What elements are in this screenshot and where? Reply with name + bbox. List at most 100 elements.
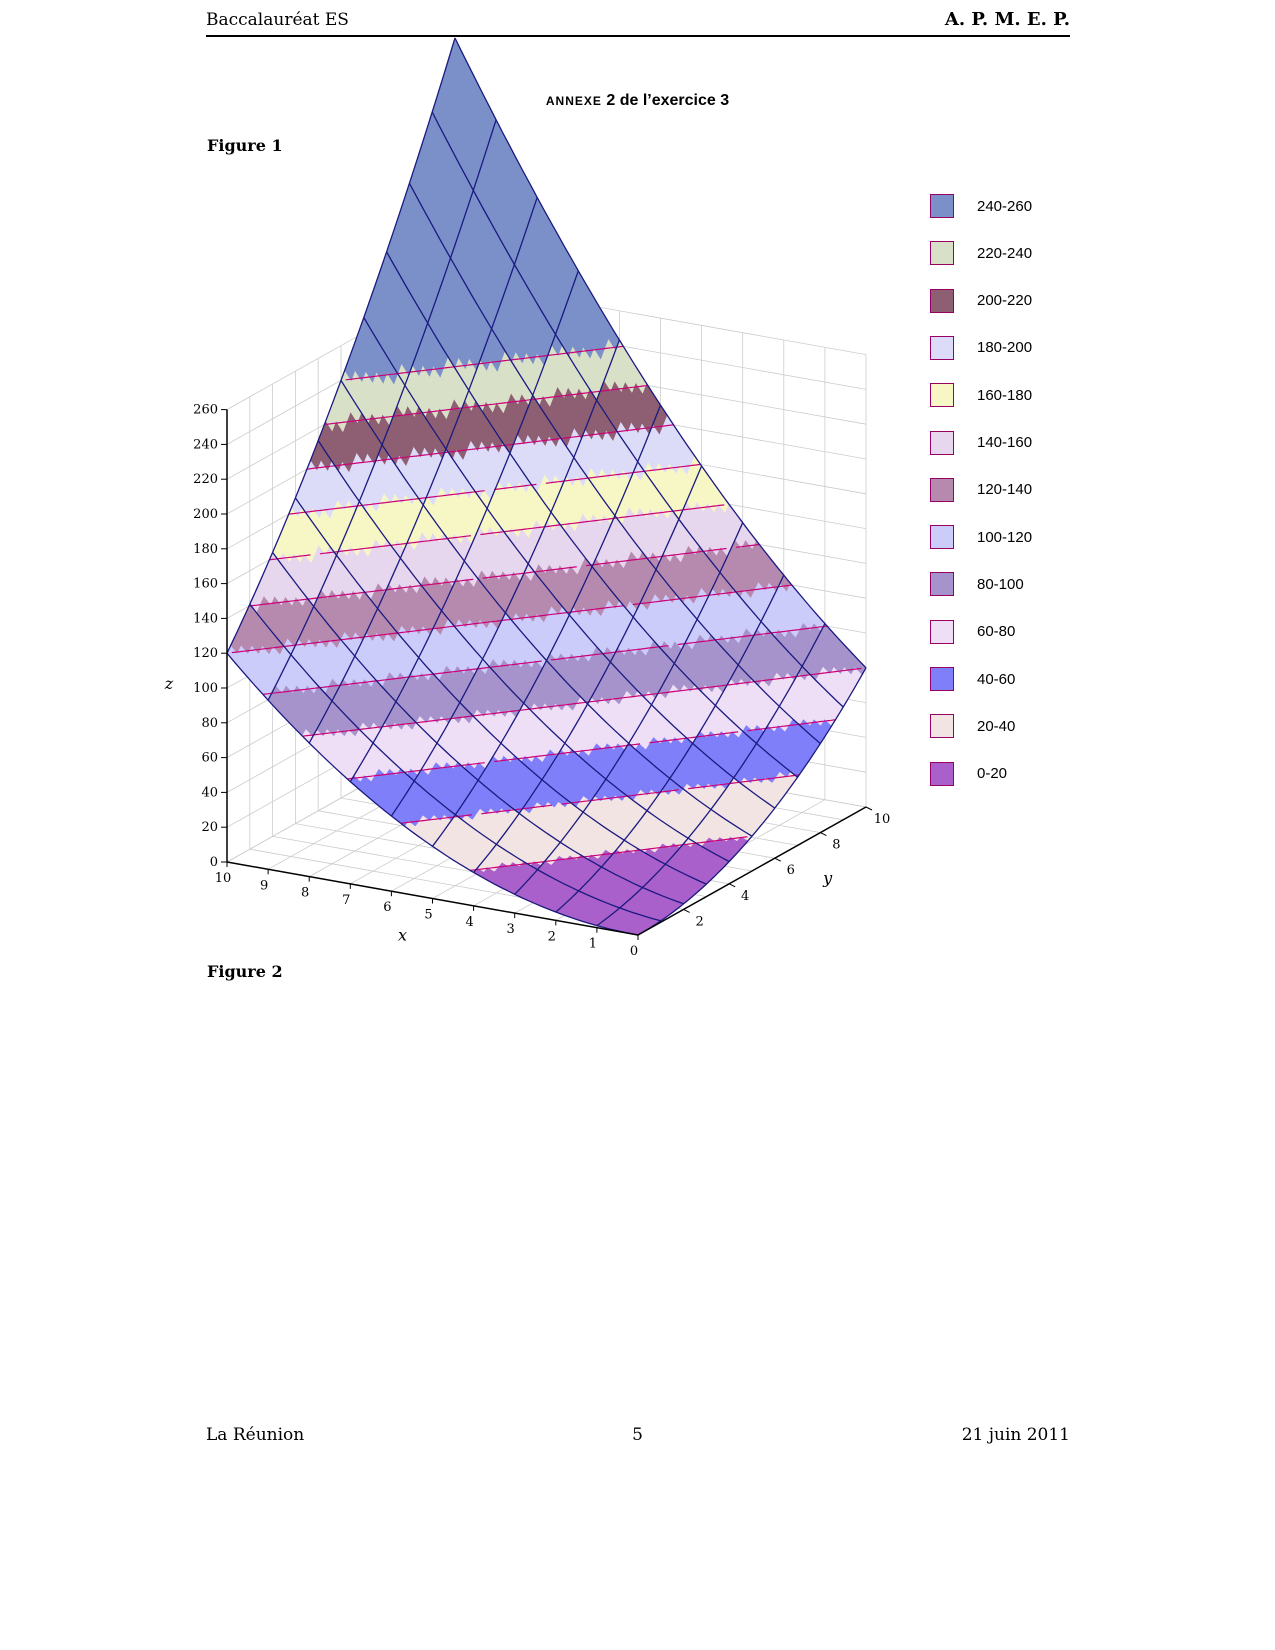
mesh-line-y [363,317,776,809]
x-tick-label: 0 [630,944,638,959]
tick-mark [683,908,690,913]
y-axis-line [637,806,867,936]
x-tick-label: 5 [424,908,432,923]
figure1-label: Figure 1 [207,136,283,155]
legend-label: 20-40 [977,717,1016,735]
mesh-line-y [386,251,798,778]
legend-label: 60-80 [977,623,1016,641]
x-tick-label: 8 [301,886,309,901]
legend-label: 180-200 [977,339,1033,357]
legend-swatch [930,761,954,786]
x-tick-label: 2 [548,929,556,944]
legend-label: 40-60 [977,670,1016,688]
legend-item: 180-200 [930,335,1032,361]
legend-item: 20-40 [930,713,1015,739]
contour-line [302,667,862,737]
mesh-line-y [408,182,821,744]
page-number: 5 [632,1425,643,1445]
z-tick-label: 0 [210,855,218,870]
y-tick-label: 6 [787,863,795,878]
z-tick-label: 100 [193,681,218,696]
legend-swatch [930,525,954,550]
y-tick-label: 4 [741,889,749,904]
z-axis-label: z [164,674,174,693]
legend-swatch [930,430,954,455]
legend-label: 140-160 [977,434,1033,451]
z-tick-label: 200 [193,507,218,522]
x-tick-label: 4 [465,915,473,930]
header-rule [206,35,1070,37]
chart-surface [226,37,867,936]
tick-mark [865,806,873,811]
surface-chart: 0123456789102468100204060801001201401601… [164,37,891,959]
z-tick-label: 20 [201,820,218,835]
legend-item: 40-60 [930,666,1015,692]
x-tick-label: 1 [589,937,597,952]
legend-item: 140-160 [930,430,1032,456]
tick-mark [774,857,782,862]
x-tick-label: 7 [342,893,350,908]
legend-item: 160-180 [930,382,1032,408]
mesh-line-x [390,339,621,817]
y-tick-label: 8 [832,838,840,853]
contour-line [470,836,748,871]
annex-smallcaps: ANNEXE [545,94,602,108]
legend-item: 100-120 [930,524,1032,550]
legend-swatch [930,714,954,739]
z-tick-label: 40 [201,785,218,800]
legend-swatch [930,477,954,502]
legend-swatch [930,667,954,691]
z-tick-label: 240 [193,437,218,452]
x-tick-label: 10 [215,871,232,886]
annex-rest: 2 de l’exercice 3 [601,92,730,109]
legend-swatch [930,241,954,266]
legend-label: 0-20 [977,765,1008,783]
legend-item: 220-240 [930,240,1032,266]
legend-label: 240-260 [977,197,1033,215]
z-tick-label: 140 [193,611,218,626]
legend-item: 80-100 [930,571,1024,597]
legend-swatch [930,572,954,597]
y-tick-label: 10 [874,812,891,827]
legend-item: 120-140 [930,477,1032,503]
z-tick-label: 60 [201,751,218,766]
mesh-line-x [308,197,538,744]
legend-item: 0-20 [930,761,1007,787]
tick-mark [728,883,736,888]
legend-item: 60-80 [930,619,1015,645]
mesh-line-x [226,37,456,654]
legend-label: 120-140 [977,481,1033,499]
legend-label: 220-240 [977,244,1033,262]
legend-swatch [930,288,954,313]
header-left: Baccalauréat ES [206,10,349,30]
legend-item: 240-260 [930,193,1032,219]
contour-line [324,384,648,426]
mesh-line-y [454,37,867,669]
legend-label: 80-100 [977,575,1024,593]
legend-swatch [930,383,954,408]
legend-label: 100-120 [977,528,1033,546]
figure2-label: Figure 2 [207,962,283,981]
legend-label: 160-180 [977,386,1033,404]
legend-swatch [930,194,954,218]
mesh-line-y [340,380,753,837]
mesh-line-x [349,270,579,782]
legend-swatch [930,619,954,644]
footer-left: La Réunion [206,1425,305,1445]
z-tick-label: 80 [201,716,218,731]
z-tick-label: 260 [193,403,218,418]
legend-swatch [930,335,954,360]
x-tick-label: 6 [383,900,391,915]
z-tick-label: 220 [193,472,218,487]
contour-line [347,719,836,780]
z-tick-label: 160 [193,577,218,592]
annex-title: ANNEXE 2 de l’exercice 3 [0,92,1275,110]
contour-line [288,463,701,515]
mesh-line-y [431,111,844,708]
y-tick-label: 2 [695,914,703,929]
contour-line [400,774,800,824]
x-tick-label: 9 [260,878,268,893]
mesh-line-x [267,119,497,701]
y-axis-label: y [822,868,833,887]
